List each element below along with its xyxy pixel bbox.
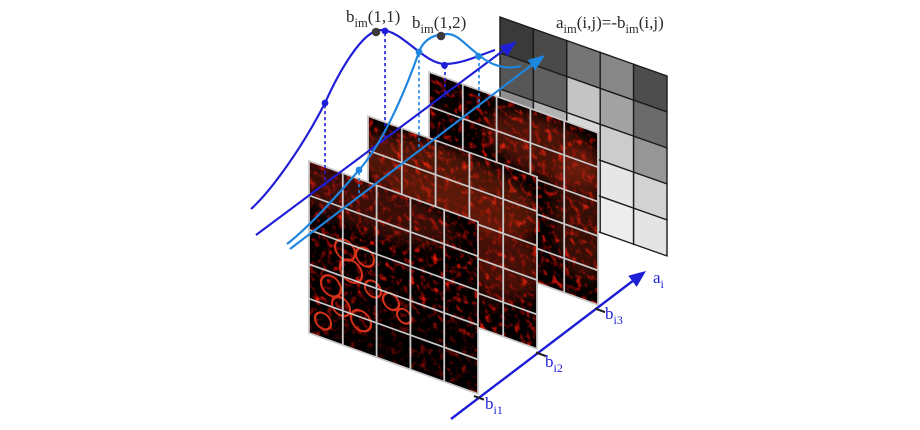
svg-text:bi1: bi1 <box>485 394 503 417</box>
svg-text:ai: ai <box>653 268 665 291</box>
svg-text:bi3: bi3 <box>605 304 623 327</box>
svg-text:aim(i,j)=-bim(i,j): aim(i,j)=-bim(i,j) <box>556 13 664 36</box>
svg-text:bim(1,1): bim(1,1) <box>346 7 400 30</box>
svg-text:bi2: bi2 <box>545 352 563 375</box>
